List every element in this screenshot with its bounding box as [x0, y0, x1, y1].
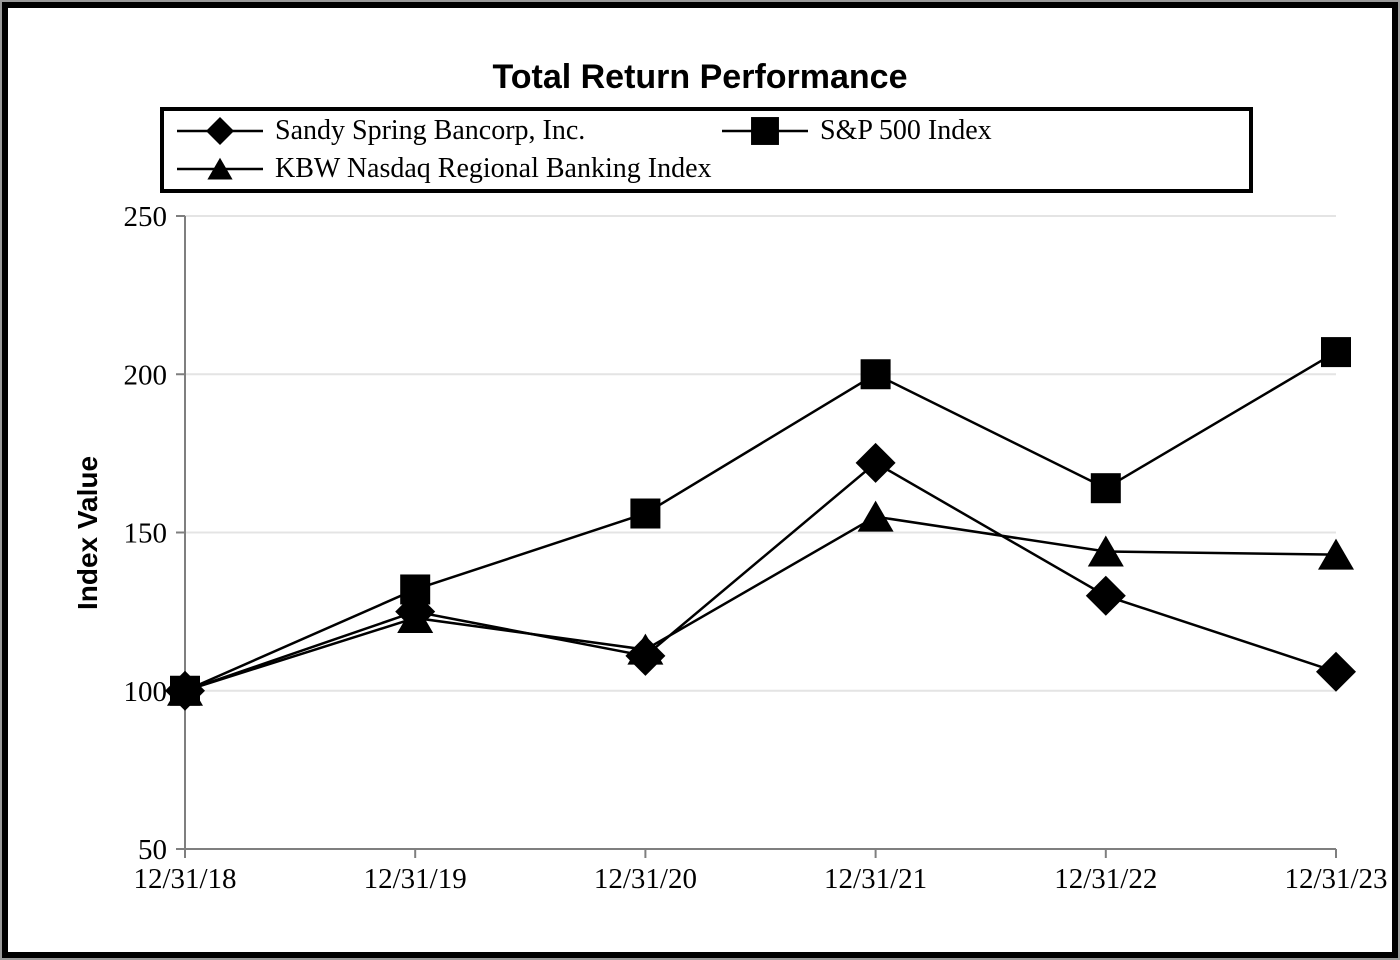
- square-glyph: [751, 117, 779, 145]
- marker-square-12-31-21: [860, 359, 891, 390]
- x-tick-label: 12/31/20: [594, 863, 697, 895]
- marker-triangle-12-31-22: [1087, 535, 1124, 567]
- legend-box: Sandy Spring Bancorp, Inc. S&P 500 Index…: [160, 107, 1253, 193]
- triangle-marker-icon: [177, 157, 263, 180]
- x-tick-label: 12/31/18: [133, 863, 236, 895]
- y-tick-label: 200: [124, 359, 168, 391]
- y-axis-title: Index Value: [72, 455, 103, 611]
- x-tick-label: 12/31/22: [1054, 863, 1157, 895]
- y-tick-label: 100: [124, 676, 168, 708]
- marker-square-12-31-19: [400, 574, 431, 605]
- legend-item-sandy-spring: Sandy Spring Bancorp, Inc.: [177, 113, 722, 149]
- legend-label: KBW Nasdaq Regional Banking Index: [275, 153, 712, 184]
- marker-triangle-12-31-23: [1318, 538, 1354, 570]
- marker-diamond-12-31-23: [1316, 651, 1356, 692]
- marker-diamond-12-31-22: [1085, 575, 1126, 616]
- x-tick-label: 12/31/19: [364, 863, 467, 895]
- marker-diamond-12-31-21: [855, 442, 896, 483]
- legend-item-kbw: KBW Nasdaq Regional Banking Index: [177, 151, 722, 187]
- marker-triangle-12-31-21: [857, 500, 894, 532]
- y-tick-label: 250: [124, 201, 168, 233]
- legend-label: S&P 500 Index: [820, 115, 992, 146]
- triangle-glyph: [207, 157, 233, 180]
- marker-triangle-12-31-20: [627, 633, 664, 665]
- square-marker-icon: [722, 117, 808, 145]
- series-line-kbw-nasdaq-regional-banking-index: [184, 515, 1337, 692]
- legend-label: Sandy Spring Bancorp, Inc.: [275, 115, 586, 146]
- series-line-sandy-spring-bancorp-inc: [184, 461, 1337, 692]
- diamond-marker-icon: [177, 117, 263, 145]
- chart-title: Total Return Performance: [492, 58, 908, 96]
- marker-square-12-31-22: [1090, 473, 1121, 504]
- marker-square-12-31-18: [170, 675, 200, 706]
- y-tick-label: 150: [124, 518, 168, 550]
- marker-square-12-31-23: [1321, 337, 1351, 368]
- series-line-s-p-500-index: [184, 351, 1337, 692]
- marker-triangle-12-31-19: [397, 601, 434, 633]
- legend-item-sp500: S&P 500 Index: [722, 113, 1249, 149]
- y-tick-label: 50: [138, 834, 167, 866]
- x-tick-label: 12/31/23: [1284, 863, 1387, 895]
- x-tick-label: 12/31/21: [824, 863, 927, 895]
- diamond-glyph: [206, 117, 234, 145]
- marker-square-12-31-20: [630, 498, 661, 529]
